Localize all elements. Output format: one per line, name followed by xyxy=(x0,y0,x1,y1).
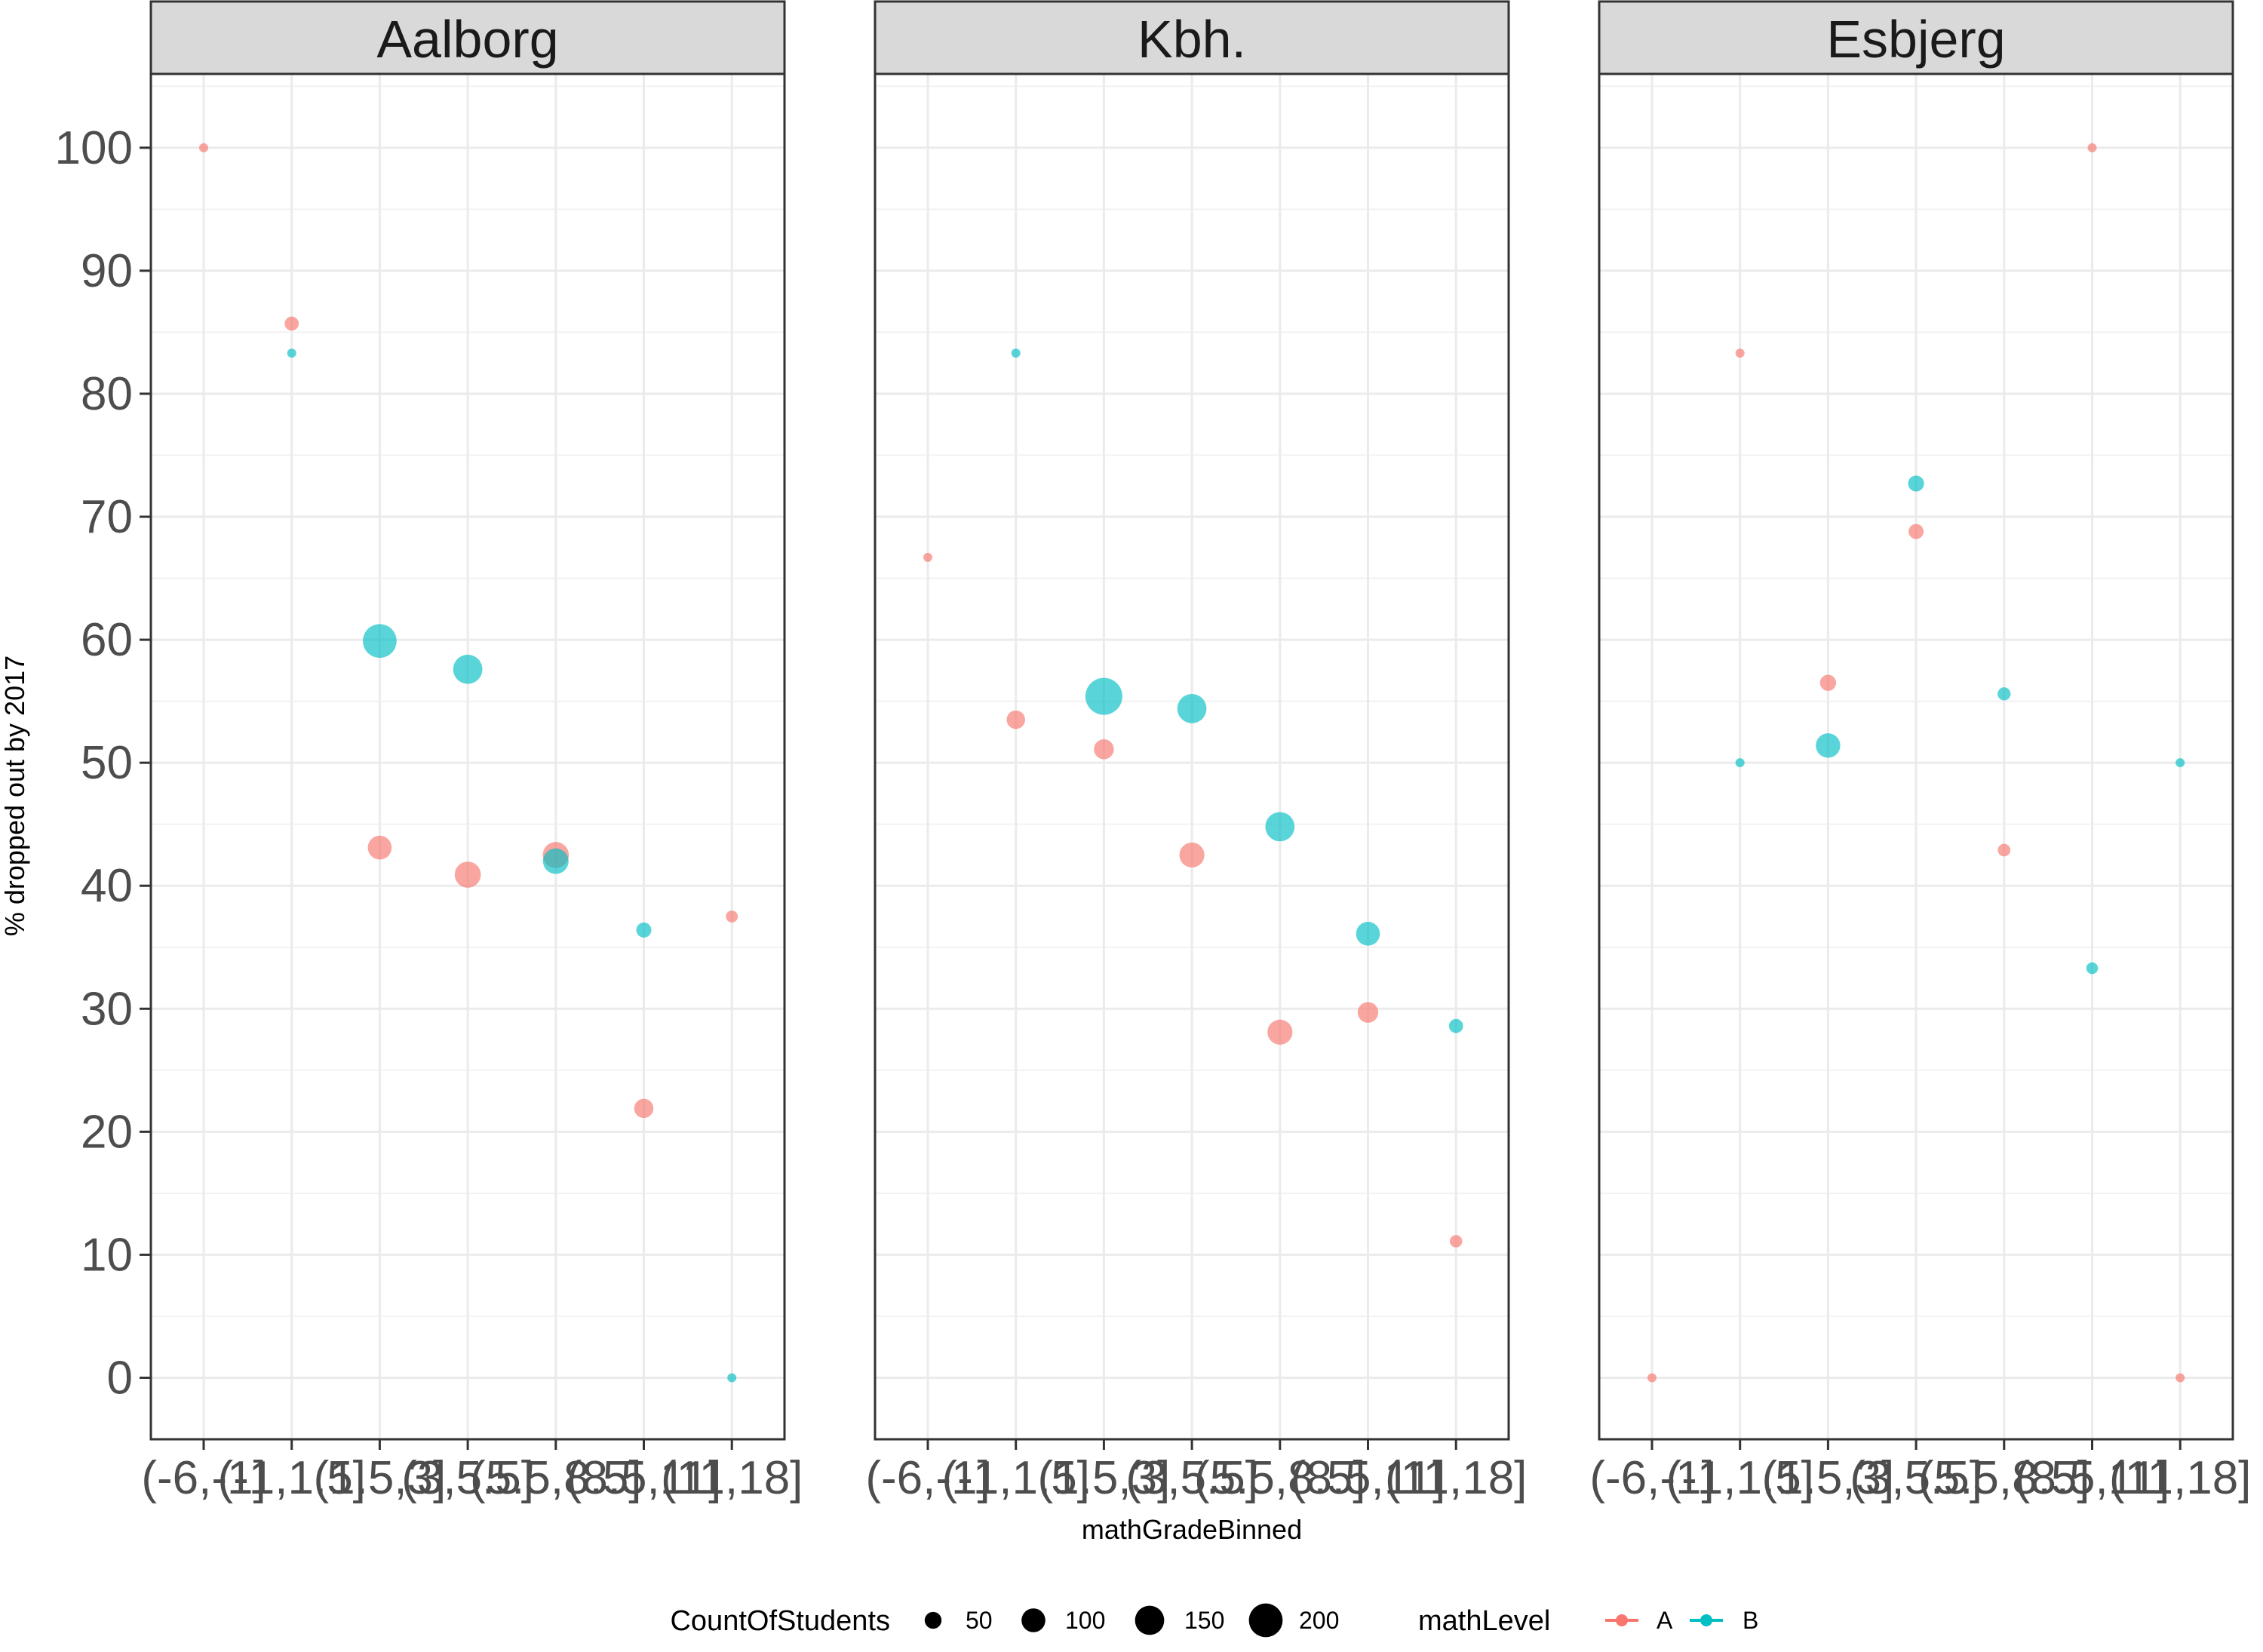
legend-size-key xyxy=(1021,1608,1046,1632)
y-tick-label: 100 xyxy=(55,122,133,174)
data-point xyxy=(1735,349,1745,358)
x-tick-label: (5.5,8.5] xyxy=(1918,1452,2090,1504)
x-tick-label: (3,5.5] xyxy=(1850,1452,1982,1504)
data-point xyxy=(1997,687,2011,701)
legend: CountOfStudents 50 100 150 200 mathLevel A B xyxy=(670,1603,1758,1638)
y-tick-label: 50 xyxy=(81,737,133,789)
data-point xyxy=(727,1373,737,1383)
x-tick-label: (5.5,8.5] xyxy=(470,1452,641,1504)
data-point xyxy=(453,654,483,684)
legend-size-label: 100 xyxy=(1065,1607,1105,1634)
y-tick-label: 10 xyxy=(81,1229,133,1281)
facet-strip xyxy=(1598,0,2234,75)
x-tick-label: (11,18] xyxy=(2109,1452,2251,1504)
y-tick-label: 60 xyxy=(81,614,133,666)
data-point xyxy=(199,143,208,152)
data-point xyxy=(1819,674,1837,691)
x-tick-label: (1.5,3] xyxy=(1762,1452,1895,1504)
x-tick-label: (8.5,11] xyxy=(567,1452,722,1504)
y-tick-label: 30 xyxy=(81,983,133,1035)
x-tick-label: (5.5,8.5] xyxy=(1194,1452,1365,1504)
data-point xyxy=(1177,694,1207,723)
data-point xyxy=(363,624,397,659)
data-point xyxy=(1011,349,1021,358)
data-point xyxy=(1267,1019,1293,1045)
data-point xyxy=(1265,812,1295,842)
y-tick-label: 40 xyxy=(81,860,133,912)
data-point xyxy=(634,1098,654,1119)
data-point xyxy=(1647,1373,1657,1383)
data-point xyxy=(1179,842,1205,868)
x-tick-label: (1.5,3] xyxy=(1038,1452,1171,1504)
data-point xyxy=(1908,524,1924,539)
data-point xyxy=(284,316,299,331)
data-point xyxy=(1357,1002,1379,1023)
y-tick-label: 90 xyxy=(81,245,133,297)
data-point xyxy=(367,835,392,860)
data-point xyxy=(1816,733,1841,758)
data-point xyxy=(2087,143,2097,152)
legend-size-title: CountOfStudents xyxy=(670,1605,890,1637)
y-tick-label: 80 xyxy=(81,368,133,420)
x-tick-label: (3,5.5] xyxy=(1125,1452,1258,1504)
legend-color-key xyxy=(1700,1614,1712,1626)
y-axis-title: % dropped out by 2017 xyxy=(0,656,30,936)
data-point xyxy=(1448,1018,1463,1033)
y-tick-label: 0 xyxy=(107,1352,133,1404)
facet-strip-label: Kbh. xyxy=(1138,10,1246,69)
facet-esbjerg: Esbjerg (-6,-1](-1,1.5](1.5,3](3,5.5](5.5… xyxy=(1589,0,2251,1504)
legend-size-label: 200 xyxy=(1299,1607,1339,1634)
legend-size-label: 50 xyxy=(966,1607,993,1634)
data-point xyxy=(454,861,481,888)
legend-color-label: B xyxy=(1743,1607,1758,1634)
x-tick-label: (-1,1.5] xyxy=(941,1452,1089,1504)
x-tick-label: (-6,-1] xyxy=(865,1452,990,1504)
legend-color-key xyxy=(1616,1614,1628,1626)
facet-aalborg: Aalborg (-6,-1](-1,1.5](1.5,3](3,5.5](5.5… xyxy=(141,0,803,1504)
data-point xyxy=(1085,677,1122,715)
y-tick-label: 70 xyxy=(81,491,133,543)
data-point xyxy=(636,922,652,938)
facet-strip xyxy=(874,0,1510,75)
data-point xyxy=(1735,758,1745,768)
x-tick-label: (8.5,11] xyxy=(2015,1452,2170,1504)
facet-kbh: Kbh. (-6,-1](-1,1.5](1.5,3](3,5.5](5.5,8.… xyxy=(865,0,1527,1504)
x-tick-label: (11,18] xyxy=(661,1452,803,1504)
data-point xyxy=(287,349,296,358)
x-tick-label: (-6,-1] xyxy=(141,1452,266,1504)
data-point xyxy=(2086,962,2099,975)
legend-color-label: A xyxy=(1657,1607,1673,1634)
legend-size-label: 150 xyxy=(1184,1607,1224,1634)
x-tick-label: (-1,1.5] xyxy=(217,1452,365,1504)
x-tick-label: (11,18] xyxy=(1385,1452,1527,1504)
data-point xyxy=(1356,921,1380,946)
data-point xyxy=(1997,843,2011,857)
data-point xyxy=(726,910,738,923)
x-tick-label: (3,5.5] xyxy=(401,1452,534,1504)
facet-strip xyxy=(149,0,786,75)
data-point xyxy=(1449,1235,1463,1248)
x-tick-label: (-6,-1] xyxy=(1589,1452,1714,1504)
data-point xyxy=(2175,1373,2185,1383)
x-tick-label: (8.5,11] xyxy=(1291,1452,1446,1504)
y-tick-label: 20 xyxy=(81,1106,133,1158)
x-axis-title: mathGradeBinned xyxy=(1082,1514,1302,1545)
legend-size-key xyxy=(1248,1603,1283,1638)
facet-strip-label: Esbjerg xyxy=(1826,10,2005,69)
data-point xyxy=(1006,710,1025,729)
legend-size-key xyxy=(1135,1605,1165,1635)
x-tick-label: (-1,1.5] xyxy=(1666,1452,1813,1504)
data-point xyxy=(542,848,569,874)
x-tick-label: (1.5,3] xyxy=(314,1452,447,1504)
data-point xyxy=(923,552,932,562)
facet-strip-label: Aalborg xyxy=(376,10,558,69)
legend-size-key xyxy=(924,1611,942,1629)
data-point xyxy=(1094,738,1114,760)
data-point xyxy=(1908,475,1924,492)
data-point xyxy=(2175,758,2185,768)
legend-color-title: mathLevel xyxy=(1418,1605,1550,1637)
